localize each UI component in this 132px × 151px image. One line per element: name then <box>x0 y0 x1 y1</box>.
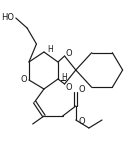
Text: HO: HO <box>1 13 14 22</box>
Text: O: O <box>79 117 85 127</box>
Text: O: O <box>79 85 85 93</box>
Text: H: H <box>61 72 67 82</box>
Text: O: O <box>66 48 73 58</box>
Text: H: H <box>47 45 53 53</box>
Text: O: O <box>66 82 73 92</box>
Text: O: O <box>21 76 28 85</box>
